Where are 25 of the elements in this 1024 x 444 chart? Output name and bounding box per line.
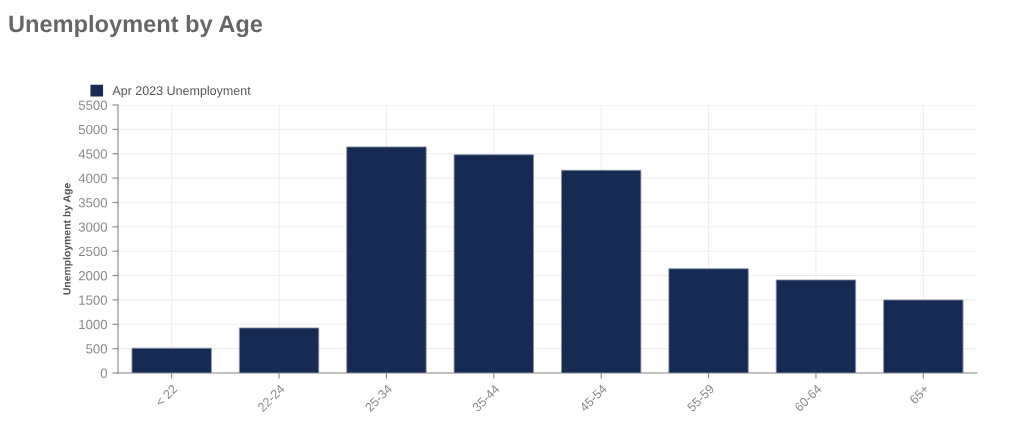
bar bbox=[238, 327, 320, 373]
y-tick-label: 5000 bbox=[78, 124, 108, 135]
y-tick-label: 2500 bbox=[78, 246, 108, 257]
bar bbox=[561, 169, 642, 373]
legend-label: Apr 2023 Unemployment bbox=[112, 85, 251, 98]
y-tick-label: 1000 bbox=[79, 319, 108, 330]
y-axis-title: Unemployment by Age bbox=[62, 183, 73, 295]
x-tick-label: 65+ bbox=[909, 384, 930, 405]
y-tick-label: 500 bbox=[86, 344, 108, 354]
bar bbox=[453, 154, 534, 373]
bar bbox=[346, 146, 427, 373]
bar bbox=[883, 299, 964, 373]
y-tick-label: 4000 bbox=[78, 173, 108, 183]
y-tick-label: 5500 bbox=[78, 100, 108, 110]
bar bbox=[131, 347, 212, 373]
x-tick-label: < 22 bbox=[154, 384, 178, 407]
y-tick-label: 4500 bbox=[78, 149, 108, 159]
y-tick-label: 0 bbox=[100, 368, 108, 378]
bar bbox=[775, 279, 857, 373]
bar bbox=[668, 268, 749, 373]
chart-title: Unemployment by Age bbox=[9, 14, 263, 38]
y-tick-label: 3000 bbox=[78, 222, 108, 232]
y-tick-label: 2000 bbox=[78, 271, 108, 281]
y-tick-label: 3500 bbox=[78, 198, 108, 208]
y-tick-label: 1500 bbox=[79, 295, 108, 305]
